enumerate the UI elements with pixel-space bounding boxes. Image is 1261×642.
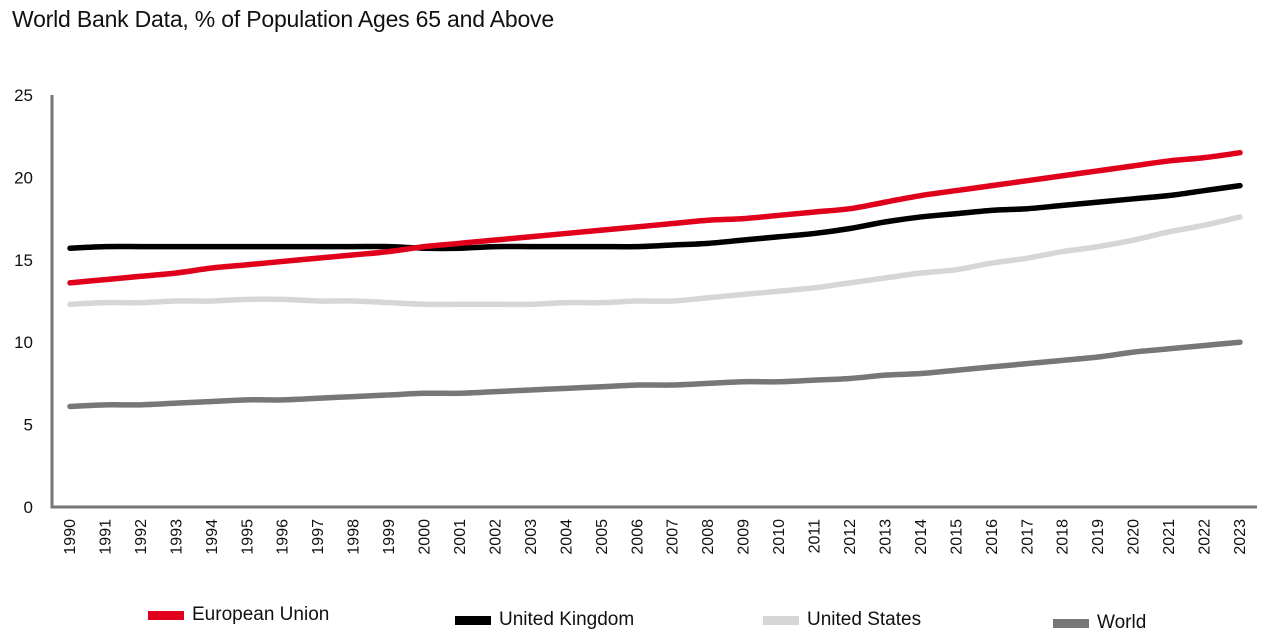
legend-label: World: [1097, 612, 1147, 633]
x-tick-label: 2002: [487, 519, 504, 555]
legend-swatch: [148, 610, 184, 620]
x-tick-label: 1994: [204, 519, 221, 555]
x-tick-label: 2011: [807, 519, 824, 554]
x-tick-label: 2006: [629, 519, 646, 555]
x-tick-label: 2017: [1019, 519, 1036, 555]
x-tick-label: 2003: [523, 519, 540, 555]
x-tick-label: 1991: [97, 519, 114, 555]
x-tick-label: 1997: [310, 519, 327, 555]
x-axis-ticks: 1990 1991 1992 1993 1994 1995 1996 1997 1998 1999…: [62, 519, 1249, 555]
x-tick-label: 2015: [948, 519, 965, 555]
x-tick-label: 2016: [984, 519, 1001, 555]
x-tick-label: 2010: [771, 519, 788, 555]
y-tick-label: 20: [14, 168, 33, 187]
y-tick-label: 0: [24, 498, 33, 517]
x-tick-label: 2005: [594, 519, 611, 555]
x-tick-label: 1992: [133, 519, 150, 555]
chart-legend: European Union United Kingdom United State…: [0, 600, 1261, 640]
legend-item-united-kingdom: United Kingdom: [455, 609, 634, 631]
series-line-united-states: [67, 214, 1243, 308]
x-tick-label: 2018: [1055, 519, 1072, 555]
y-tick-label: 10: [14, 333, 33, 352]
legend-item-european-union: European Union: [148, 604, 329, 626]
x-tick-label: 1996: [275, 519, 292, 555]
y-tick-label: 25: [14, 86, 33, 105]
x-tick-label: 2000: [417, 519, 434, 555]
x-tick-label: 1990: [62, 519, 79, 555]
x-tick-label: 2004: [558, 519, 575, 555]
legend-item-united-states: United States: [763, 609, 921, 631]
chart-title: World Bank Data, % of Population Ages 65…: [12, 6, 554, 32]
legend-swatch: [455, 615, 491, 625]
y-tick-label: 5: [24, 416, 33, 435]
x-tick-label: 2023: [1232, 519, 1249, 555]
x-tick-label: 2008: [700, 519, 717, 555]
x-tick-label: 1999: [381, 519, 398, 555]
x-tick-label: 1993: [168, 519, 185, 555]
x-tick-label: 2014: [913, 519, 930, 555]
x-tick-label: 2001: [452, 519, 469, 555]
x-tick-label: 2007: [665, 519, 682, 555]
x-tick-label: 1995: [239, 519, 256, 555]
legend-label: European Union: [192, 604, 330, 625]
y-axis-ticks: 0 5 10 15 20 25: [14, 86, 33, 517]
series-line-world: [67, 339, 1243, 410]
series-line-united-kingdom: [67, 182, 1243, 252]
x-tick-label: 1998: [346, 519, 363, 555]
x-tick-label: 2013: [877, 519, 894, 555]
y-tick-label: 15: [14, 251, 33, 270]
x-tick-label: 2019: [1090, 519, 1107, 555]
legend-label: United Kingdom: [499, 609, 635, 630]
legend-item-world: World: [1053, 612, 1146, 634]
legend-swatch: [1053, 618, 1089, 628]
x-tick-label: 2020: [1126, 519, 1143, 555]
series-line-european-union: [67, 149, 1243, 286]
legend-label: United States: [807, 609, 922, 630]
legend-swatch: [763, 615, 799, 625]
x-tick-label: 2012: [842, 519, 859, 555]
x-tick-label: 2022: [1197, 519, 1214, 555]
x-tick-label: 2009: [736, 519, 753, 555]
x-tick-label: 2021: [1161, 519, 1178, 555]
series-lines: [67, 149, 1243, 410]
